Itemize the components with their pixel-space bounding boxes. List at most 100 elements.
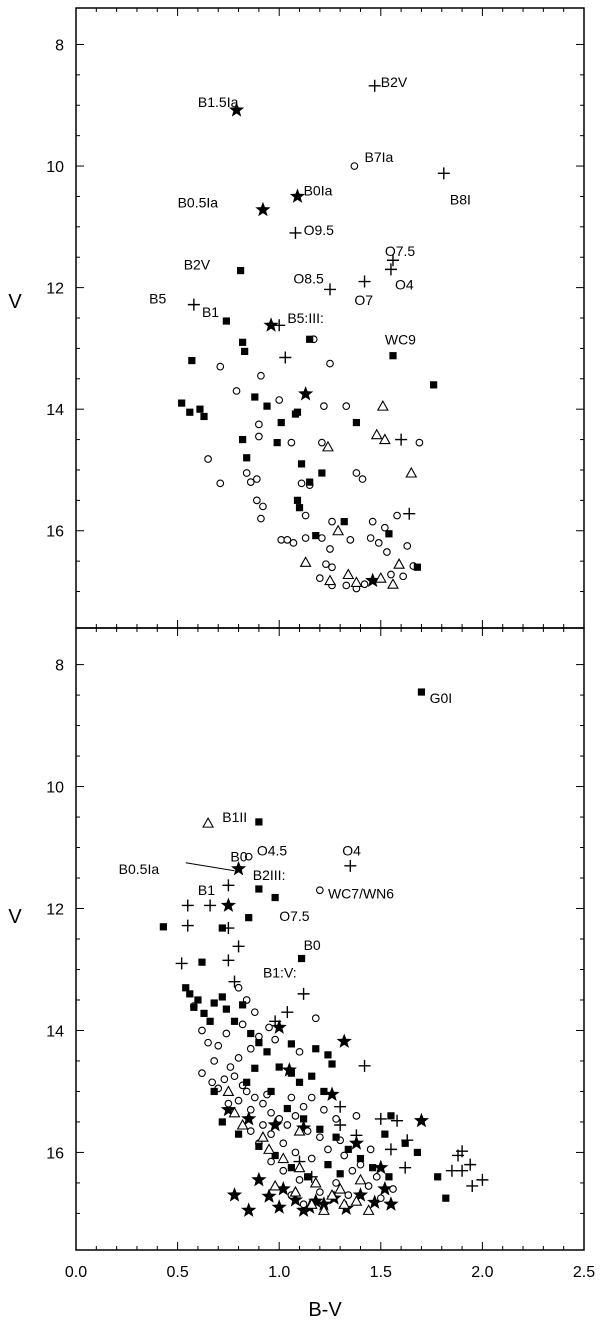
circle-point bbox=[252, 475, 261, 483]
circle-point bbox=[399, 572, 408, 581]
top-y-axis-title: V bbox=[8, 291, 22, 313]
circle-point bbox=[403, 542, 412, 550]
circle-point bbox=[315, 1188, 324, 1196]
plus-point bbox=[289, 226, 302, 239]
y-tick-label: 8 bbox=[55, 37, 64, 54]
annotation-label: B0.5Ia bbox=[178, 195, 219, 211]
square-point bbox=[218, 1118, 226, 1126]
annotation-label: B7Ia bbox=[365, 149, 394, 165]
star-point bbox=[348, 1135, 365, 1150]
annotation-label: O7.5 bbox=[279, 908, 310, 924]
circle-point bbox=[224, 1099, 233, 1108]
annotation-label: B1:V: bbox=[263, 965, 297, 981]
circle-point bbox=[376, 1194, 385, 1203]
square-point bbox=[304, 1173, 312, 1181]
circle-point bbox=[307, 1154, 316, 1163]
circle-point bbox=[344, 1191, 353, 1199]
triangle-point bbox=[293, 1124, 306, 1136]
circle-point bbox=[326, 545, 334, 553]
plus-point bbox=[384, 263, 397, 276]
square-point bbox=[401, 1139, 409, 1147]
square-point bbox=[277, 418, 285, 427]
circle-point bbox=[387, 570, 395, 579]
square-point bbox=[206, 1017, 214, 1025]
square-point bbox=[434, 1173, 442, 1181]
circle-point bbox=[315, 574, 324, 583]
square-point bbox=[389, 352, 397, 360]
circle-point bbox=[242, 1087, 251, 1096]
square-point bbox=[210, 1087, 218, 1096]
plus-point bbox=[187, 298, 200, 311]
square-point bbox=[200, 1009, 208, 1017]
circle-point bbox=[295, 1047, 304, 1056]
y-tick-label: 8 bbox=[55, 658, 64, 675]
square-point bbox=[267, 1087, 275, 1096]
star-point bbox=[289, 188, 306, 203]
plus-point bbox=[395, 433, 408, 446]
x-axis-title: B-V bbox=[308, 1299, 342, 1321]
series-triangle bbox=[299, 400, 418, 589]
triangle-point bbox=[376, 400, 389, 411]
plot-frame bbox=[75, 7, 585, 629]
circle-point bbox=[415, 438, 424, 447]
circle-point bbox=[287, 1093, 296, 1102]
triangle-point bbox=[326, 1188, 338, 1200]
plus-point bbox=[399, 1161, 412, 1174]
triangle-point bbox=[350, 1195, 363, 1206]
triangle-point bbox=[305, 1198, 318, 1209]
star-point bbox=[228, 102, 245, 117]
star-point bbox=[316, 1196, 332, 1211]
square-point bbox=[271, 1151, 279, 1160]
circle-point bbox=[259, 1099, 267, 1108]
square-point bbox=[352, 418, 361, 427]
star-point bbox=[377, 1181, 393, 1196]
plus-point bbox=[175, 957, 188, 970]
circle-point bbox=[360, 580, 369, 589]
square-point bbox=[194, 996, 202, 1004]
plus-point bbox=[228, 975, 241, 988]
square-point bbox=[255, 1142, 263, 1150]
circle-point bbox=[307, 1093, 316, 1102]
series-plus bbox=[175, 859, 489, 1192]
circle-point bbox=[210, 1057, 219, 1065]
circle-point bbox=[348, 1166, 357, 1175]
annotation-label: B1 bbox=[202, 304, 219, 320]
circle-point bbox=[383, 548, 391, 556]
circle-point bbox=[204, 1038, 212, 1047]
series-plus bbox=[187, 79, 450, 520]
circle-point bbox=[342, 402, 351, 410]
square-point bbox=[159, 923, 167, 931]
circle-point bbox=[232, 387, 241, 395]
star-point bbox=[263, 317, 279, 332]
circle-point bbox=[299, 1102, 308, 1111]
star-point bbox=[241, 1110, 257, 1126]
square-point bbox=[417, 688, 426, 696]
circle-point bbox=[198, 1069, 206, 1078]
star-point bbox=[298, 385, 314, 401]
triangle-point bbox=[350, 576, 363, 587]
triangle-point bbox=[322, 440, 334, 452]
annotation-label: O8.5 bbox=[293, 270, 324, 286]
square-point bbox=[188, 356, 196, 365]
triangle-point bbox=[405, 466, 418, 478]
circle-point bbox=[255, 420, 263, 429]
y-tick-label: 14 bbox=[46, 1023, 64, 1040]
series-circle bbox=[190, 852, 397, 1209]
plus-point bbox=[445, 1164, 458, 1177]
circle-point bbox=[352, 469, 361, 477]
circle-point bbox=[311, 1014, 320, 1023]
star-point bbox=[271, 1019, 287, 1034]
circle-point bbox=[252, 496, 261, 505]
square-point bbox=[308, 1072, 316, 1080]
square-point bbox=[200, 412, 208, 421]
circle-point bbox=[230, 1072, 239, 1081]
square-point bbox=[328, 1060, 336, 1068]
plus-point bbox=[456, 1164, 469, 1177]
star-point bbox=[251, 1171, 267, 1187]
square-point bbox=[275, 1063, 283, 1071]
plus-point bbox=[374, 1112, 387, 1125]
square-point bbox=[255, 1039, 263, 1047]
circle-point bbox=[283, 536, 292, 544]
square-point bbox=[293, 496, 302, 504]
